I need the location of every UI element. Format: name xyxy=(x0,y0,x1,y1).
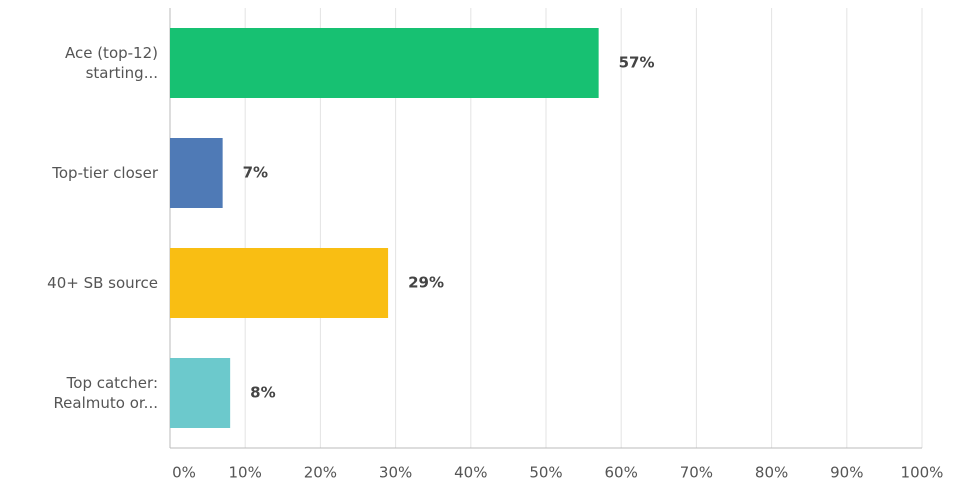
category-label: Top catcher: Realmuto or... xyxy=(53,374,158,412)
x-tick-label: 100% xyxy=(901,464,944,482)
value-label: 29% xyxy=(408,274,444,292)
value-label: 57% xyxy=(619,54,655,72)
x-tick-label: 70% xyxy=(680,464,713,482)
bar xyxy=(170,248,389,318)
x-tick-label: 50% xyxy=(529,464,562,482)
x-tick-label: 60% xyxy=(605,464,638,482)
bar xyxy=(170,138,223,208)
x-tick-label: 30% xyxy=(379,464,412,482)
category-label: Ace (top-12) starting... xyxy=(64,44,158,82)
category-label: Top-tier closer xyxy=(52,164,158,182)
x-tick-label: 90% xyxy=(830,464,863,482)
x-tick-label: 80% xyxy=(755,464,788,482)
value-label: 7% xyxy=(243,164,268,182)
bar xyxy=(170,358,231,428)
x-tick-label: 20% xyxy=(304,464,337,482)
bar xyxy=(170,28,599,98)
category-label: 40+ SB source xyxy=(47,274,158,292)
x-tick-label: 10% xyxy=(229,464,262,482)
x-tick-label: 40% xyxy=(454,464,487,482)
x-tick-label: 0% xyxy=(172,464,196,482)
value-label: 8% xyxy=(250,384,275,402)
